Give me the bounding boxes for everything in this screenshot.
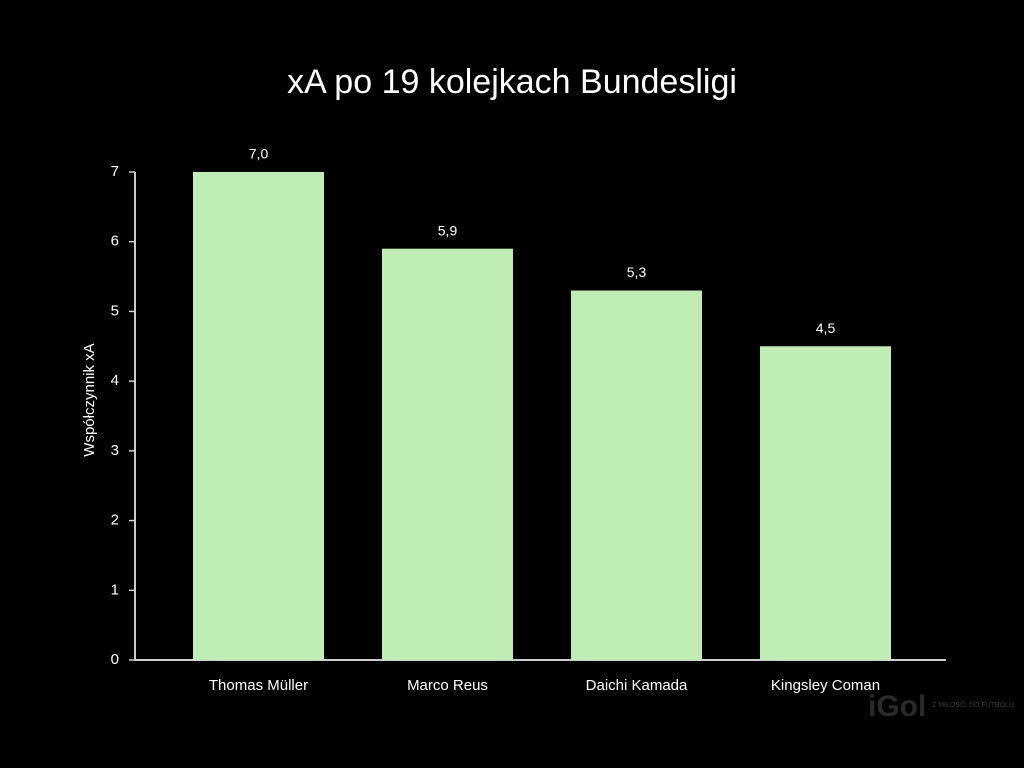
y-axis-label: Współczynnik xA xyxy=(81,343,98,456)
chart-title: xA po 19 kolejkach Bundesligi xyxy=(287,63,737,101)
y-tick-label: 5 xyxy=(111,302,119,319)
watermark-logo: iGol xyxy=(868,690,926,723)
y-tick-label: 4 xyxy=(111,372,119,389)
bar xyxy=(571,290,702,660)
watermark-tagline: Z MIŁOŚCI DO FUTBOLU xyxy=(932,700,1014,709)
value-label: 5,3 xyxy=(627,264,647,280)
y-tick-label: 6 xyxy=(111,233,119,250)
x-tick-label: Thomas Müller xyxy=(209,677,308,694)
bar xyxy=(382,248,513,660)
x-tick-label: Marco Reus xyxy=(407,677,488,694)
bar xyxy=(760,346,891,660)
value-label: 5,9 xyxy=(438,222,458,238)
bar xyxy=(193,172,324,660)
y-tick-label: 3 xyxy=(111,442,119,459)
value-label: 4,5 xyxy=(816,320,836,336)
value-label: 7,0 xyxy=(249,146,269,162)
y-tick-label: 7 xyxy=(111,163,119,180)
y-tick-label: 0 xyxy=(111,651,119,668)
y-tick-label: 2 xyxy=(111,512,119,529)
x-tick-label: Kingsley Coman xyxy=(771,677,880,694)
y-tick-label: 1 xyxy=(111,581,119,598)
x-tick-label: Daichi Kamada xyxy=(586,677,688,694)
